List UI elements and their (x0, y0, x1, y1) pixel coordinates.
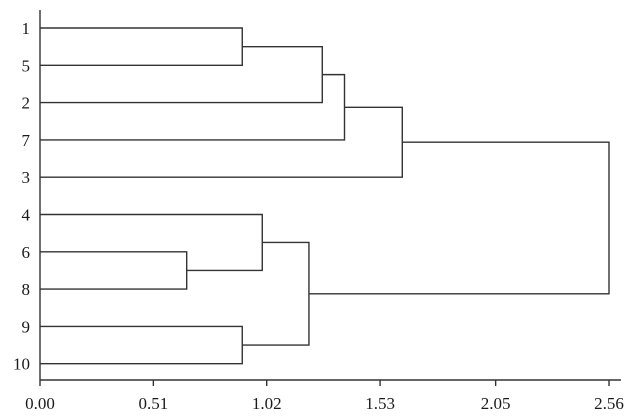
branch-merge-9-with-10 (40, 325, 243, 365)
leaf-label-7: 7 (22, 131, 31, 150)
x-tick-label-2.56: 2.56 (594, 394, 624, 413)
branch-merge-4-with-6+8 (40, 213, 263, 272)
x-tick-label-1.53: 1.53 (365, 394, 395, 413)
leaf-label-2: 2 (22, 94, 31, 113)
branch-merge-4+6+8-with-9+10 (242, 241, 310, 346)
x-tick-label-1.02: 1.02 (252, 394, 282, 413)
branch-merge-1+5+2+7+3-with-4+6+8+9+10 (308, 141, 610, 295)
x-axis: 0.00 0.51 1.02 1.53 2.05 2.56 (25, 10, 624, 413)
leaf-label-1: 1 (22, 19, 31, 38)
branch-merge-1-with-5 (40, 27, 243, 66)
dendrogram-branches (40, 27, 610, 365)
branch-merge-1+5+2+7-with-3 (40, 106, 403, 178)
leaf-label-4: 4 (22, 206, 31, 225)
leaf-labels: 1 5 2 7 3 4 6 8 9 10 (13, 19, 31, 374)
leaf-label-8: 8 (22, 280, 31, 299)
x-tick-label-2.05: 2.05 (481, 394, 511, 413)
x-tick-labels: 0.00 0.51 1.02 1.53 2.05 2.56 (25, 394, 624, 413)
branch-merge-1+5+2-with-7 (40, 73, 346, 141)
branch-merge-6-with-8 (40, 251, 188, 290)
leaf-label-3: 3 (22, 168, 31, 187)
x-tick-marks (39, 380, 610, 386)
leaf-label-9: 9 (22, 317, 31, 336)
leaf-label-5: 5 (22, 56, 31, 75)
leaf-label-6: 6 (22, 243, 31, 262)
branch-merge-1+5-with-2 (40, 45, 323, 104)
x-tick-label-0.51: 0.51 (138, 394, 168, 413)
leaf-label-10: 10 (13, 355, 30, 374)
x-tick-label-0.00: 0.00 (25, 394, 55, 413)
